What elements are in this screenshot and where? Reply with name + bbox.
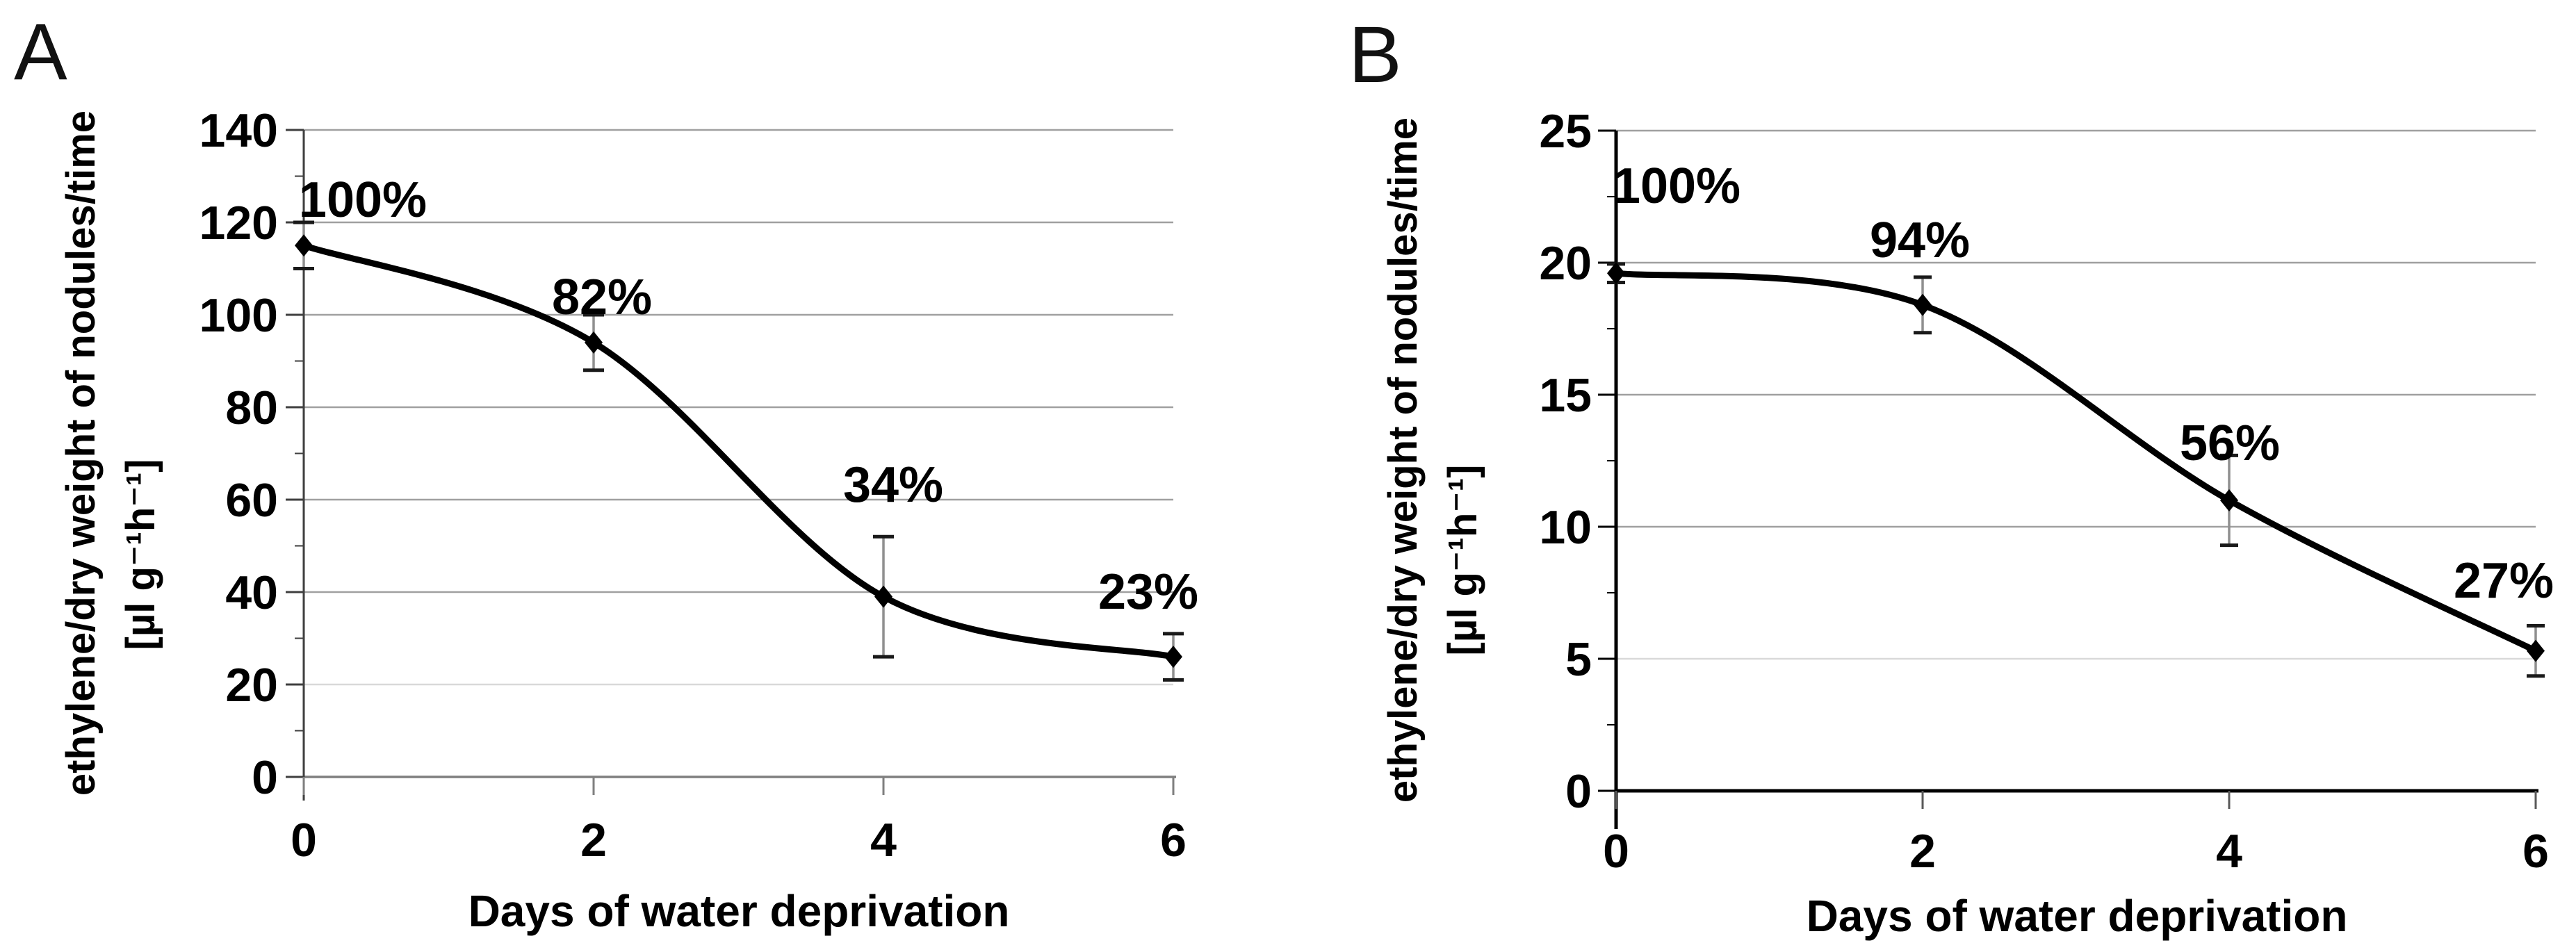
data-point-marker <box>2220 489 2238 511</box>
y-axis-title-line2: [µl g⁻¹h⁻¹] <box>1440 465 1485 656</box>
y-tick-label: 100 <box>199 289 278 342</box>
x-tick-label: 4 <box>2216 825 2242 878</box>
y-tick-label: 80 <box>225 382 278 434</box>
x-tick-label: 6 <box>2522 825 2549 878</box>
x-tick-label: 2 <box>580 814 607 867</box>
data-point-marker <box>874 585 892 608</box>
point-label: 82% <box>552 270 652 325</box>
panel-letter: B <box>1348 10 1402 99</box>
x-axis-title: Days of water deprivation <box>1807 891 2348 941</box>
y-tick-label: 0 <box>1565 765 1592 818</box>
series-line <box>300 242 1177 660</box>
y-tick-label: 20 <box>225 659 278 712</box>
x-tick-label: 0 <box>291 814 317 867</box>
point-label: 94% <box>1870 213 1970 268</box>
y-tick-label: 10 <box>1539 501 1592 554</box>
x-tick-label: 4 <box>870 814 897 867</box>
y-tick-label: 40 <box>225 566 278 619</box>
data-point-marker <box>295 234 313 257</box>
point-label: 100% <box>299 172 427 228</box>
point-label: 23% <box>1098 564 1198 620</box>
panel-letter: A <box>14 8 67 97</box>
point-label: 56% <box>2180 416 2280 471</box>
chart-panel-B: 0 5 10 15 20 25 0 2 4 6 100% 94% 56% 27% Days of water… <box>1348 10 2554 941</box>
point-label: 34% <box>843 457 943 513</box>
y-tick-label: 0 <box>252 751 278 804</box>
point-label: 100% <box>1613 158 1741 214</box>
series-line <box>1613 270 2539 655</box>
point-label: 27% <box>2454 553 2554 609</box>
data-point-marker <box>2527 639 2545 662</box>
y-axis-title-line2: [µl g⁻¹h⁻¹] <box>118 459 163 650</box>
y-tick-label: 120 <box>199 197 278 249</box>
x-tick-label: 6 <box>1160 814 1187 867</box>
chart-panel-A: 0 20 40 60 80 100 120 140 0 2 4 6 100% 82% 34% 23% Days … <box>14 8 1198 936</box>
data-point-marker <box>1914 293 1932 316</box>
x-axis-title: Days of water deprivation <box>468 886 1010 936</box>
y-axis-title-line1: ethylene/dry weight of nodules/time <box>58 110 104 796</box>
y-tick-label: 5 <box>1565 633 1592 686</box>
y-tick-label: 15 <box>1539 369 1592 422</box>
y-tick-label: 20 <box>1539 237 1592 290</box>
data-point-marker <box>1607 262 1625 285</box>
x-tick-label: 0 <box>1603 825 1629 878</box>
data-point-marker <box>585 331 603 354</box>
data-point-marker <box>1164 646 1182 669</box>
y-tick-label: 25 <box>1539 105 1592 158</box>
y-tick-label: 60 <box>225 474 278 527</box>
y-tick-label: 140 <box>199 104 278 157</box>
y-axis-title-line1: ethylene/dry weight of nodules/time <box>1380 117 1426 803</box>
x-tick-label: 2 <box>1909 825 1936 878</box>
